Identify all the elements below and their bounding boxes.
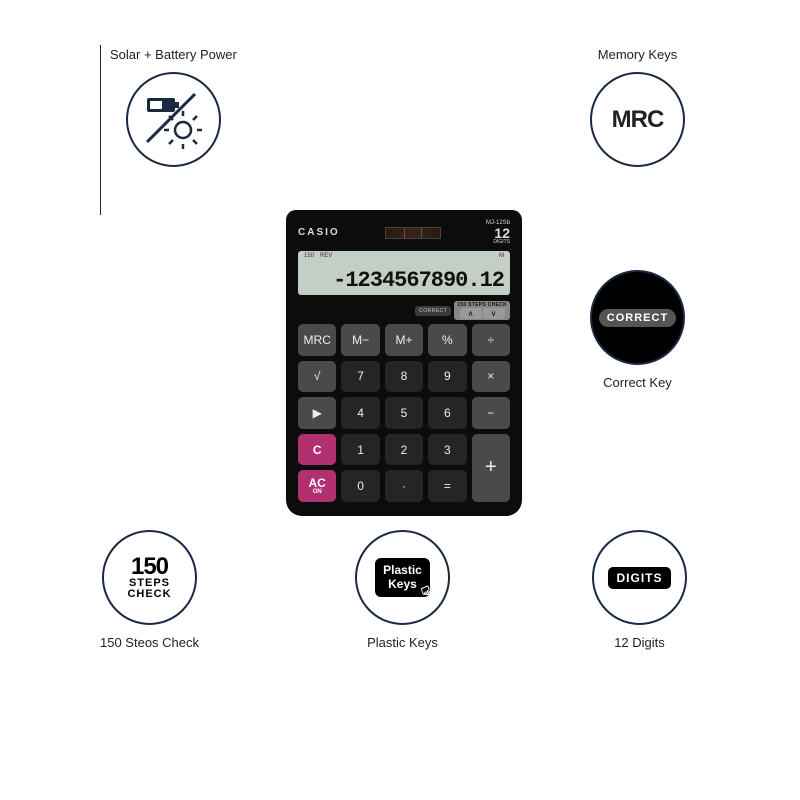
- key-c: C: [298, 434, 336, 466]
- feature-solar-battery: Solar + Battery Power: [110, 47, 237, 167]
- key-9: 9: [428, 361, 466, 393]
- feature-label: 150 Steos Check: [100, 635, 199, 650]
- mrc-icon: MRC: [590, 72, 685, 167]
- key-m-minus: M−: [341, 324, 379, 356]
- display-value: -1234567890.12: [304, 268, 504, 293]
- key-0: 0: [341, 470, 379, 502]
- key-5: 5: [385, 397, 423, 429]
- key-7: 7: [341, 361, 379, 393]
- key-plus: +: [472, 434, 510, 502]
- brand-label: CASIO: [298, 227, 340, 238]
- steps-number: 150: [127, 556, 171, 579]
- feature-digits: DIGITS 12 Digits: [592, 530, 687, 650]
- steps-check-icon: 150 STEPS CHECK: [102, 530, 197, 625]
- plastic-keys-icon: Plastic Keys ☟: [355, 530, 450, 625]
- feature-plastic-keys: Plastic Keys ☟ Plastic Keys: [355, 530, 450, 650]
- digits-badge-text: DIGITS: [608, 567, 670, 589]
- feature-label: Memory Keys: [598, 47, 677, 62]
- key-1: 1: [341, 434, 379, 466]
- key-mrc: MRC: [298, 324, 336, 356]
- model-label: MJ-12Sb 12 DIGITS: [486, 220, 510, 245]
- plastic-line1: Plastic: [383, 563, 422, 577]
- key-divide: ÷: [472, 324, 510, 356]
- cursor-icon: ☟: [419, 584, 434, 604]
- key-percent: %: [428, 324, 466, 356]
- feature-label: Solar + Battery Power: [110, 47, 237, 62]
- solar-battery-icon: [126, 72, 221, 167]
- feature-label: Correct Key: [603, 375, 672, 390]
- calculator-display: 150 REV M -1234567890.12: [298, 251, 510, 295]
- key-multiply: ×: [472, 361, 510, 393]
- correct-badge-text: CORRECT: [599, 309, 676, 327]
- calculator-keypad: MRC M− M+ % ÷ √ 7 8 9 × ▶ 4 5 6 − C 1 2 …: [298, 324, 510, 502]
- key-ac: AC ON: [298, 470, 336, 502]
- key-8: 8: [385, 361, 423, 393]
- key-equals: =: [428, 470, 466, 502]
- key-3: 3: [428, 434, 466, 466]
- key-6: 6: [428, 397, 466, 429]
- plastic-line2: Keys: [388, 577, 417, 591]
- feature-steps-check: 150 STEPS CHECK 150 Steos Check: [100, 530, 199, 650]
- key-minus: −: [472, 397, 510, 429]
- key-4: 4: [341, 397, 379, 429]
- mrc-badge-text: MRC: [612, 106, 664, 134]
- divider-line: [100, 45, 101, 215]
- calculator-product: CASIO MJ-12Sb 12 DIGITS 150 REV M -12345…: [286, 210, 522, 516]
- key-2: 2: [385, 434, 423, 466]
- key-right: ▶: [298, 397, 336, 429]
- feature-memory-keys: Memory Keys MRC: [590, 47, 685, 167]
- correct-key-icon: CORRECT: [590, 270, 685, 365]
- feature-label: Plastic Keys: [367, 635, 438, 650]
- key-sqrt: √: [298, 361, 336, 393]
- steps-word2: CHECK: [127, 589, 171, 599]
- arrow-up-key: ∧: [460, 308, 482, 319]
- solar-panel-icon: [385, 227, 441, 239]
- feature-correct-key: CORRECT Correct Key: [590, 270, 685, 390]
- feature-label: 12 Digits: [614, 635, 665, 650]
- key-dot: ·: [385, 470, 423, 502]
- steps-check-keys: 150 STEPS CHECK ∧ ∨: [454, 301, 510, 320]
- key-m-plus: M+: [385, 324, 423, 356]
- arrow-down-key: ∨: [483, 308, 505, 319]
- mini-correct-key: CORRECT: [415, 306, 451, 316]
- digits-icon: DIGITS: [592, 530, 687, 625]
